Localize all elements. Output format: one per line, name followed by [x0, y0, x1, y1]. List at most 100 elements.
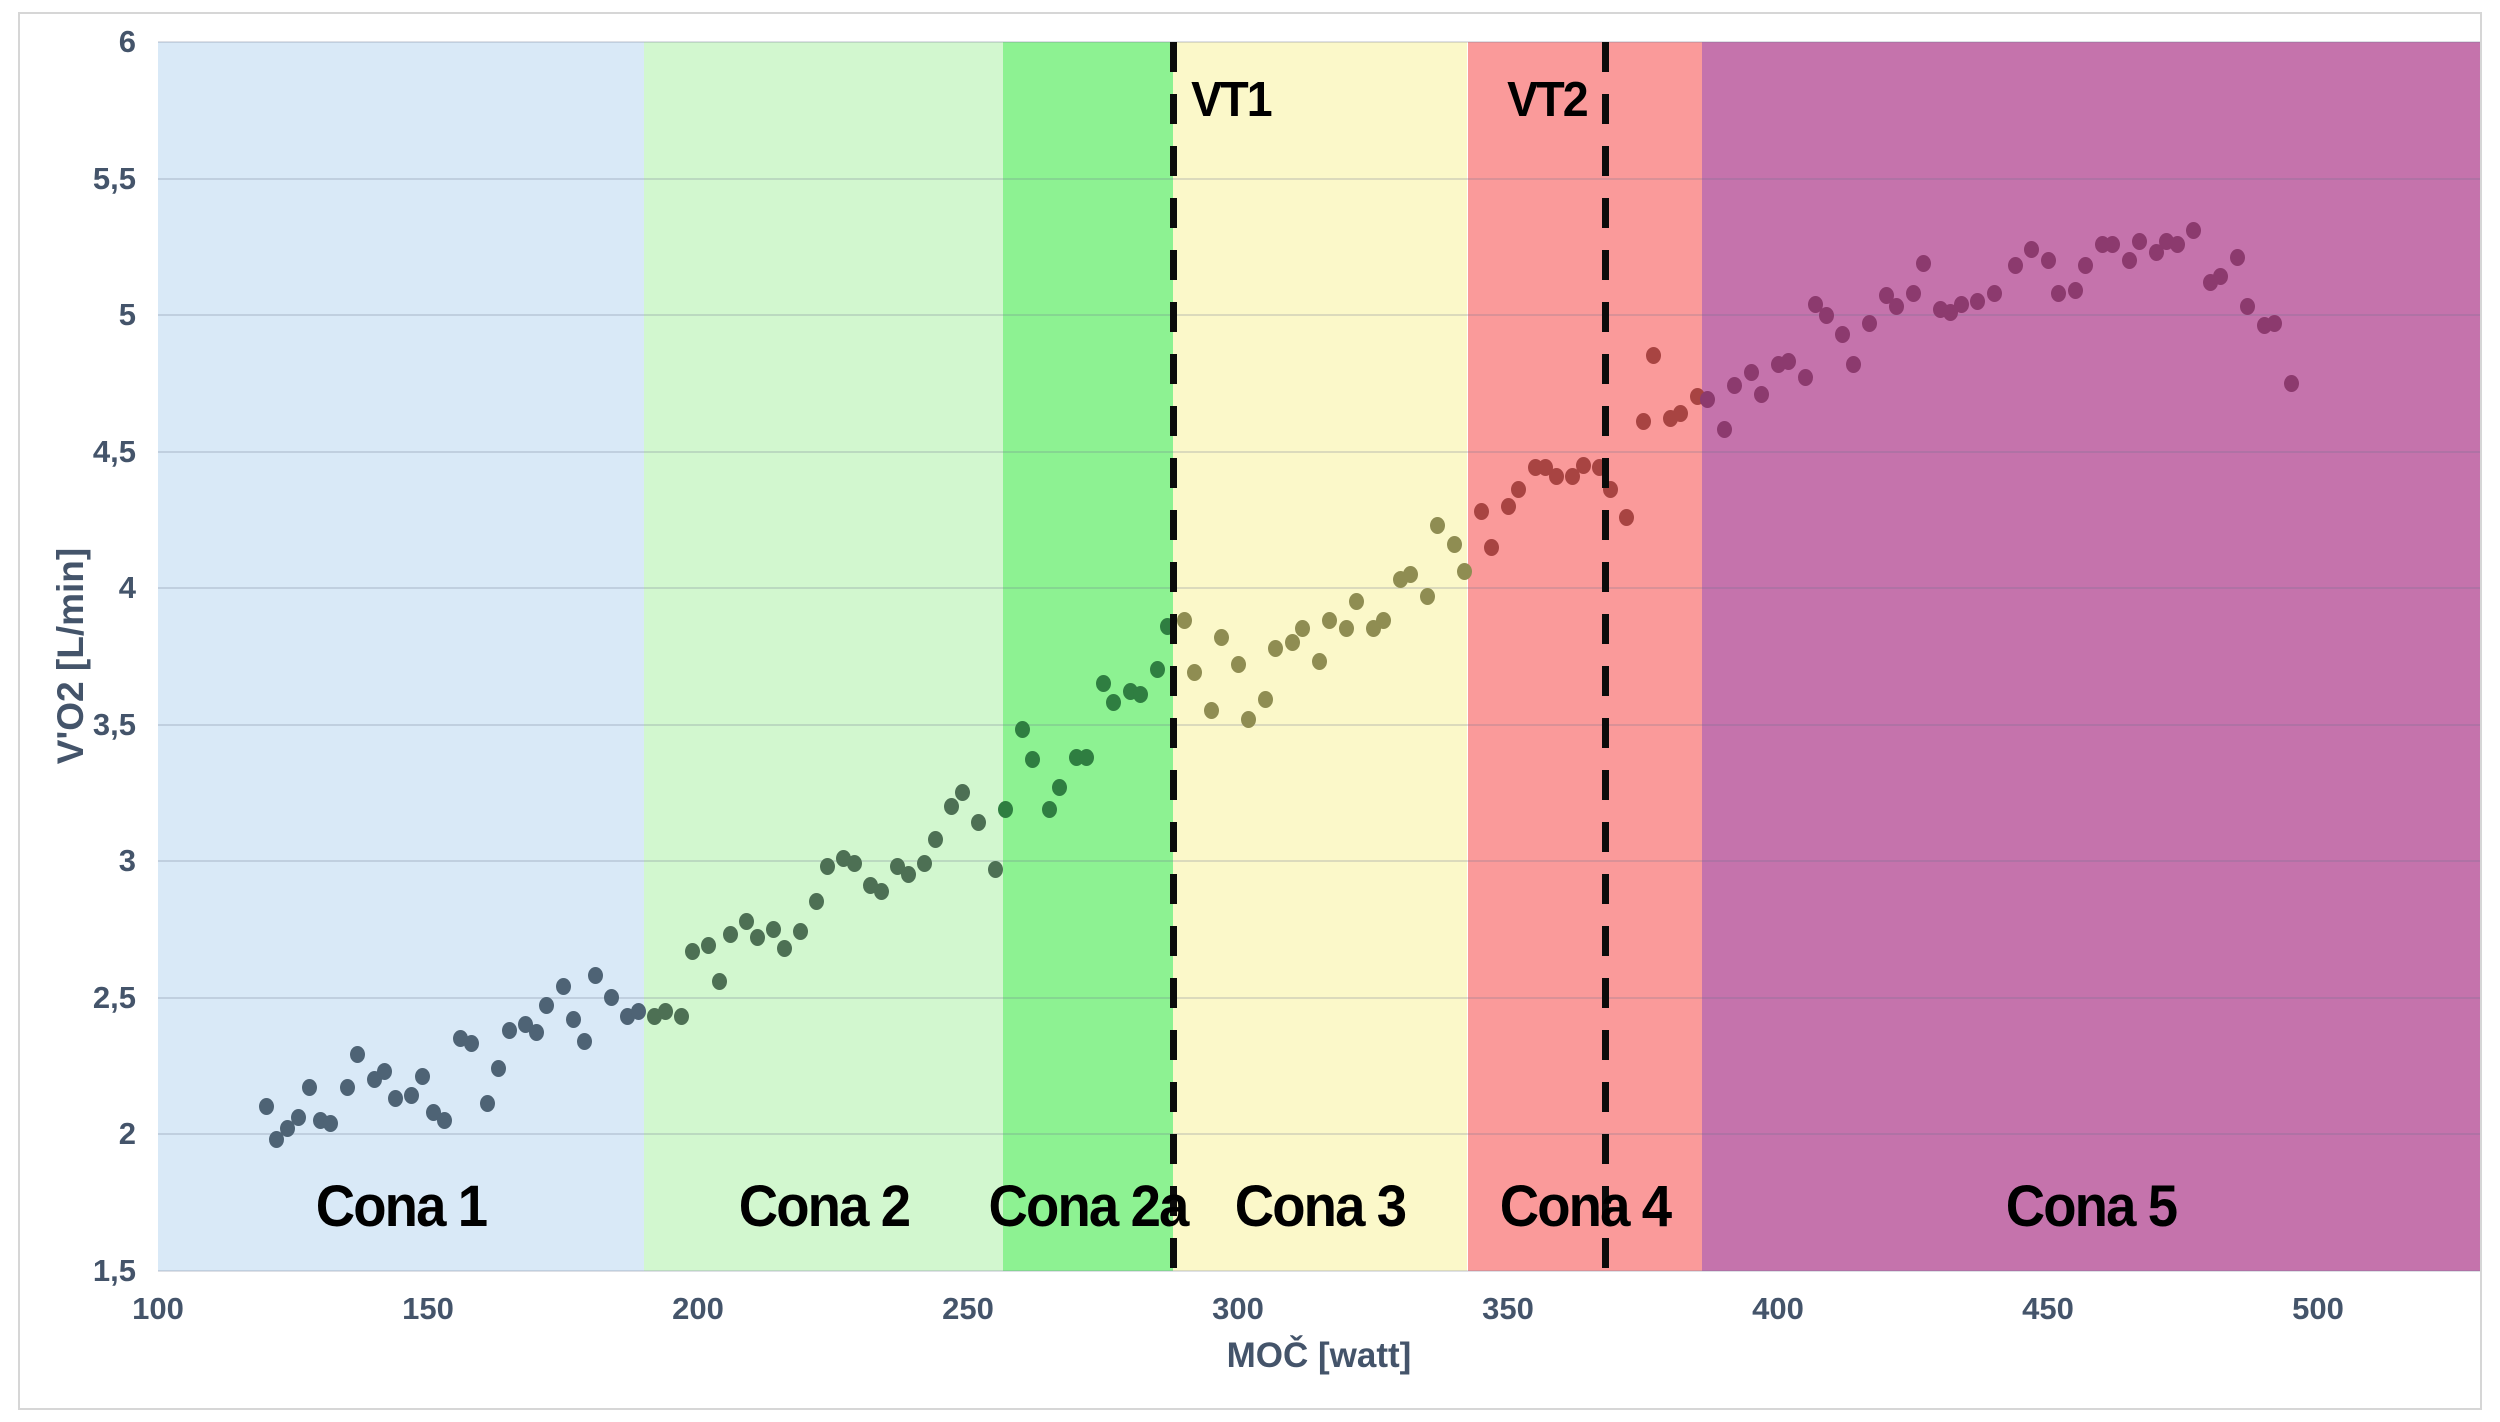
- data-point: [1257, 691, 1273, 709]
- data-point: [1819, 306, 1835, 324]
- data-point: [1322, 612, 1338, 630]
- data-point: [1862, 314, 1878, 332]
- gridline: [158, 450, 2480, 453]
- x-tick-label: 400: [1752, 1291, 1804, 1326]
- data-point: [1808, 295, 1824, 313]
- data-point: [528, 1024, 544, 1042]
- zone-label: Cona 5: [2005, 1174, 2178, 1239]
- data-point: [874, 882, 890, 900]
- data-point: [555, 978, 571, 996]
- y-tick-label: 3: [118, 843, 136, 878]
- data-point: [1473, 503, 1489, 521]
- data-point: [955, 784, 971, 802]
- zone-band-cona-2: [644, 42, 1004, 1271]
- data-point: [566, 1010, 582, 1028]
- y-tick-label: 6: [118, 24, 136, 59]
- data-point: [1295, 620, 1311, 638]
- data-point: [301, 1079, 317, 1097]
- data-point: [1149, 661, 1165, 679]
- data-point: [1484, 538, 1500, 556]
- zone-band-cona-2a: [1003, 42, 1174, 1271]
- y-axis-title: V'O2 [L/min]: [50, 547, 91, 765]
- data-point: [1716, 421, 1732, 439]
- data-point: [2051, 284, 2067, 302]
- y-tick-label: 4,5: [92, 433, 136, 469]
- data-point: [1349, 593, 1365, 611]
- gridline: [158, 723, 2480, 726]
- data-point: [1133, 685, 1149, 703]
- data-point: [809, 893, 825, 911]
- data-point: [701, 937, 717, 955]
- data-point: [2105, 235, 2121, 253]
- data-point: [280, 1120, 296, 1138]
- data-point: [685, 942, 701, 960]
- data-point: [2186, 221, 2202, 239]
- zone-label: Cona 3: [1235, 1174, 1407, 1239]
- zone-band-cona-4: [1467, 42, 1703, 1271]
- data-point: [776, 939, 792, 957]
- data-point: [2170, 235, 2186, 253]
- zone-label: Cona 2: [738, 1174, 910, 1239]
- threshold-label-vt1: VT1: [1191, 73, 1273, 127]
- data-point: [722, 926, 738, 944]
- data-point: [1014, 721, 1030, 739]
- data-point: [928, 830, 944, 848]
- y-tick-label: 3,5: [92, 706, 136, 742]
- data-point: [436, 1111, 452, 1129]
- data-point: [658, 1002, 674, 1020]
- data-point: [1549, 467, 1565, 485]
- data-point: [1727, 377, 1743, 395]
- data-point: [1970, 292, 1986, 310]
- data-point: [1954, 295, 1970, 313]
- data-point: [1241, 710, 1257, 728]
- data-point: [1230, 655, 1246, 673]
- threshold-line-vt1: [1169, 42, 1177, 1271]
- data-point: [1457, 563, 1473, 581]
- zone-band-cona-5: [1702, 42, 2480, 1271]
- data-point: [901, 866, 917, 884]
- data-point: [1214, 628, 1230, 646]
- data-point: [479, 1095, 495, 1113]
- data-point: [674, 1008, 690, 1026]
- x-axis-title: MOČ [watt]: [1226, 1336, 1412, 1375]
- x-tick-label: 350: [1482, 1291, 1534, 1326]
- x-tick-label: 200: [672, 1291, 724, 1326]
- data-point: [490, 1059, 506, 1077]
- x-tick-label: 100: [132, 1291, 184, 1326]
- data-point: [1905, 284, 1921, 302]
- data-point: [739, 912, 755, 930]
- data-point: [1095, 675, 1111, 693]
- x-tick-label: 500: [2292, 1291, 2344, 1326]
- data-point: [971, 814, 987, 832]
- y-tick-label: 2,5: [92, 979, 136, 1015]
- data-point: [793, 923, 809, 941]
- data-point: [631, 1002, 647, 1020]
- data-point: [1565, 467, 1581, 485]
- data-point: [1619, 508, 1635, 526]
- data-point: [2148, 243, 2164, 261]
- data-point: [2121, 251, 2137, 269]
- data-point: [2229, 249, 2245, 267]
- data-point: [1176, 612, 1192, 630]
- y-tick-label: 5,5: [92, 160, 136, 196]
- data-point: [1446, 535, 1462, 553]
- data-point: [1576, 456, 1592, 474]
- data-point: [1041, 800, 1057, 818]
- data-point: [1025, 751, 1041, 769]
- data-point: [1203, 702, 1219, 720]
- data-point: [269, 1130, 285, 1148]
- data-point: [2024, 240, 2040, 258]
- gridline: [158, 177, 2480, 180]
- chart-border: [18, 12, 2482, 1410]
- data-point: [1268, 639, 1284, 657]
- y-tick-label: 5: [118, 297, 136, 332]
- data-point: [2067, 281, 2083, 299]
- data-point: [350, 1046, 366, 1064]
- y-tick-label: 1,5: [92, 1252, 136, 1288]
- gridline: [158, 1269, 2480, 1272]
- data-point: [2078, 257, 2094, 275]
- data-point: [2040, 251, 2056, 269]
- data-point: [1635, 412, 1651, 430]
- data-point: [1781, 352, 1797, 370]
